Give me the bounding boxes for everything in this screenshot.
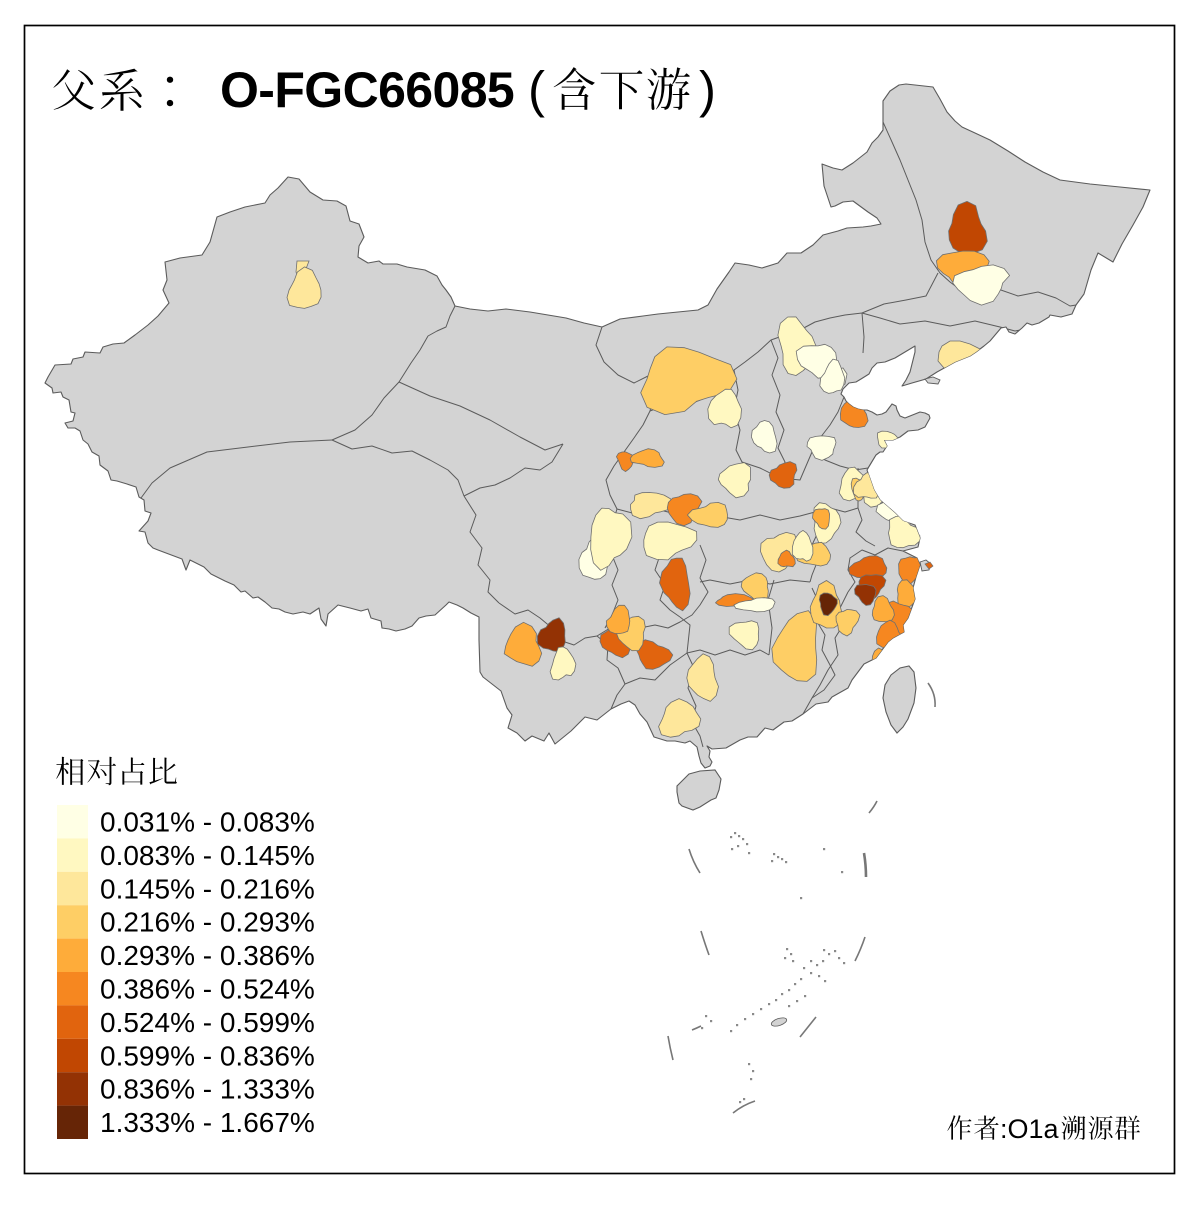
svg-text:(: ( — [528, 61, 545, 118]
svg-text:0.836% - 1.333%: 0.836% - 1.333% — [100, 1074, 315, 1105]
svg-text:0.599% - 0.836%: 0.599% - 0.836% — [100, 1040, 315, 1071]
svg-text:1.333% - 1.667%: 1.333% - 1.667% — [100, 1107, 315, 1138]
svg-text:O-FGC66085: O-FGC66085 — [220, 62, 514, 118]
svg-text:0.524% - 0.599%: 0.524% - 0.599% — [100, 1007, 315, 1038]
svg-text:0.386% - 0.524%: 0.386% - 0.524% — [100, 974, 315, 1005]
svg-text:0.293% - 0.386%: 0.293% - 0.386% — [100, 940, 315, 971]
svg-text:0.083% - 0.145%: 0.083% - 0.145% — [100, 840, 315, 871]
svg-text::O1a: :O1a — [1000, 1114, 1060, 1144]
svg-text:0.216% - 0.293%: 0.216% - 0.293% — [100, 907, 315, 938]
svg-text:0.145% - 0.216%: 0.145% - 0.216% — [100, 873, 315, 904]
svg-text:): ) — [699, 61, 716, 118]
svg-text:0.031% - 0.083%: 0.031% - 0.083% — [100, 807, 315, 838]
